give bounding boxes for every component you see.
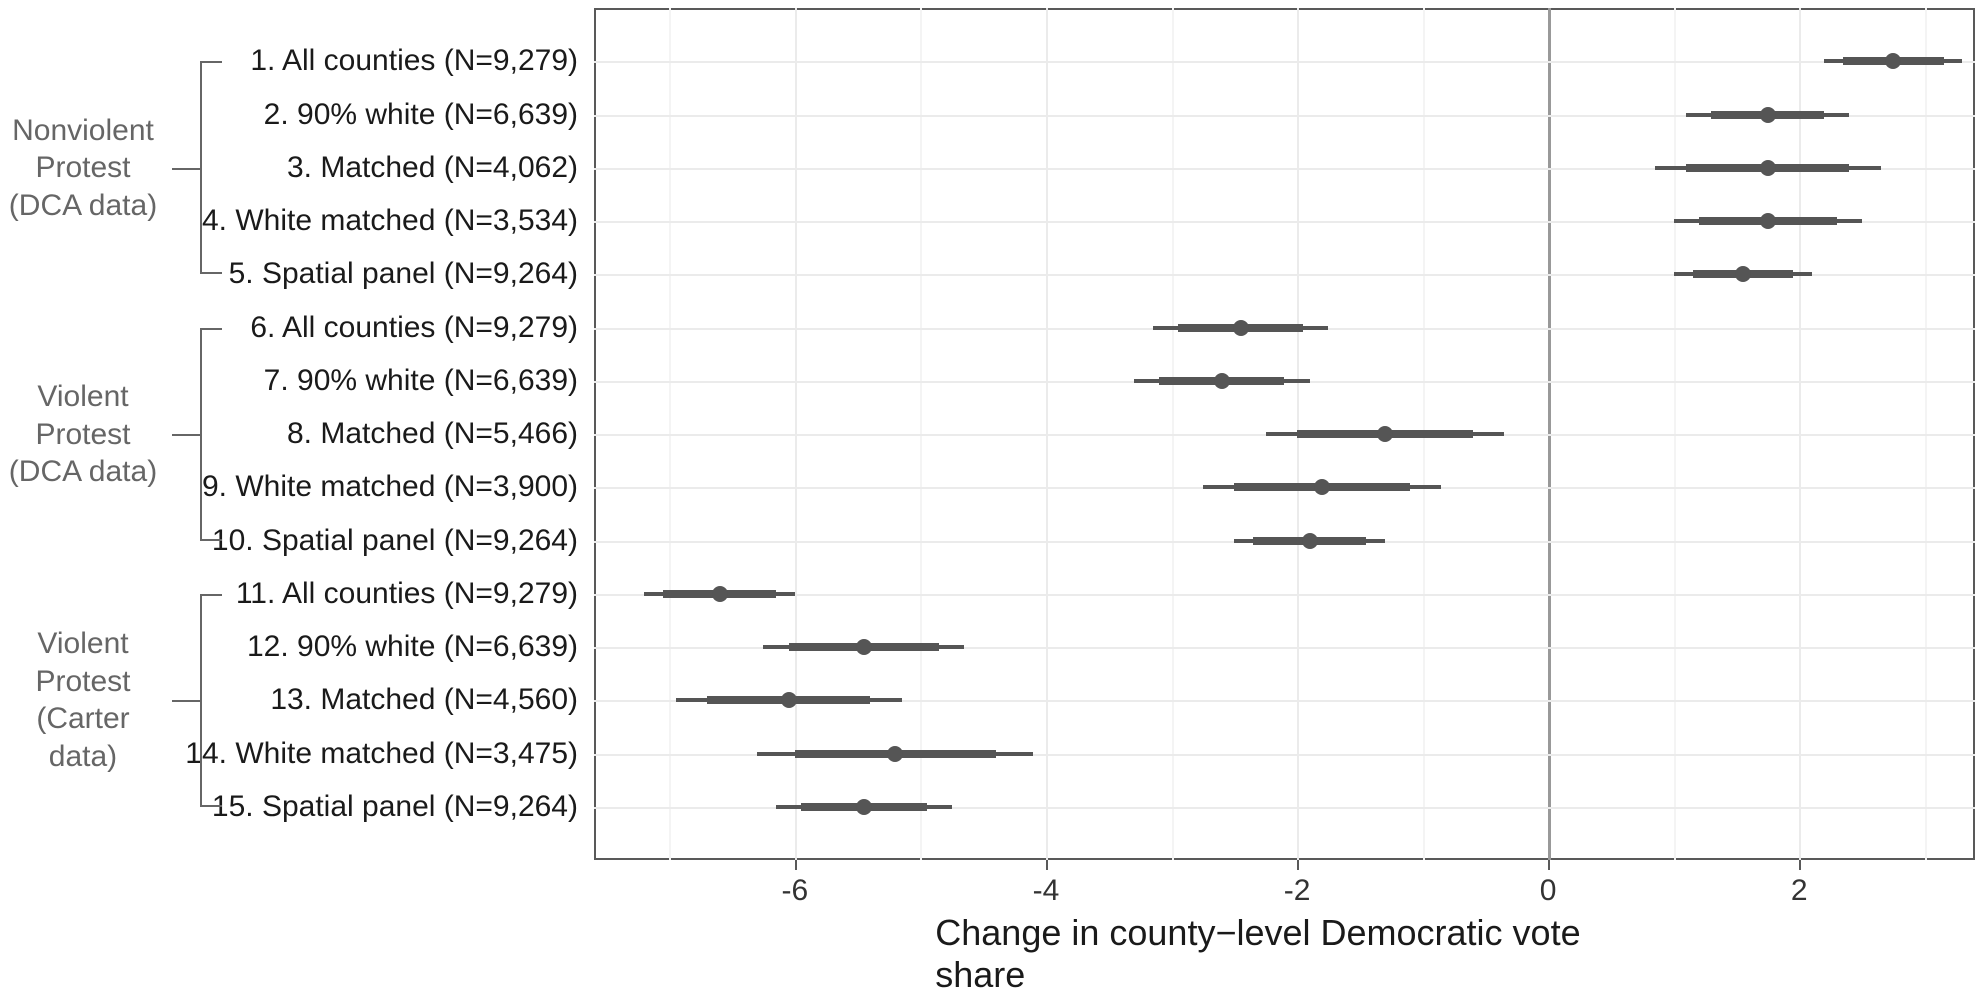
point-estimate [1760, 160, 1776, 176]
group-bracket [200, 328, 222, 541]
point-estimate [712, 586, 728, 602]
row-label: 13. Matched (N=4,560) [270, 683, 578, 717]
x-tick-mark [795, 860, 797, 870]
row-label: 11. All counties (N=9,279) [236, 577, 578, 611]
row-label: 10. Spatial panel (N=9,264) [212, 524, 578, 558]
group-label-line: Violent Protest [0, 378, 166, 453]
forest-plot: -6-4-202Change in county−level Democrati… [0, 0, 1983, 964]
group-label: Nonviolent Protest(DCA data) [0, 112, 166, 225]
gridline-row [594, 594, 1975, 596]
point-estimate [1760, 213, 1776, 229]
row-label: 15. Spatial panel (N=9,264) [212, 790, 578, 824]
gridline-row [594, 61, 1975, 63]
group-label: Violent Protest(Carter data) [0, 625, 166, 775]
group-label-line: (DCA data) [0, 187, 166, 225]
group-bracket [200, 594, 222, 807]
point-estimate [856, 639, 872, 655]
point-estimate [856, 799, 872, 815]
group-bracket [200, 61, 222, 274]
point-estimate [887, 746, 903, 762]
group-bracket-stem [172, 434, 200, 436]
point-estimate [1885, 53, 1901, 69]
row-label: 1. All counties (N=9,279) [250, 44, 578, 78]
row-label: 7. 90% white (N=6,639) [264, 364, 578, 398]
point-estimate [1377, 426, 1393, 442]
x-tick-mark [1548, 860, 1550, 870]
x-axis-title: Change in county−level Democratic vote s… [935, 912, 1634, 996]
x-tick-label: 0 [1540, 874, 1557, 908]
point-estimate [781, 692, 797, 708]
row-label: 2. 90% white (N=6,639) [264, 98, 578, 132]
x-tick-label: -6 [782, 874, 809, 908]
x-tick-label: -4 [1033, 874, 1060, 908]
point-estimate [1314, 479, 1330, 495]
point-estimate [1760, 107, 1776, 123]
group-label: Violent Protest(DCA data) [0, 378, 166, 491]
group-label-line: (DCA data) [0, 453, 166, 491]
point-estimate [1233, 320, 1249, 336]
row-label: 9. White matched (N=3,900) [202, 470, 578, 504]
group-label-line: (Carter data) [0, 700, 166, 775]
group-label-line: Violent Protest [0, 625, 166, 700]
row-label: 14. White matched (N=3,475) [185, 737, 578, 771]
point-estimate [1302, 533, 1318, 549]
row-label: 6. All counties (N=9,279) [250, 311, 578, 345]
row-label: 12. 90% white (N=6,639) [247, 630, 578, 664]
group-label-line: Nonviolent Protest [0, 112, 166, 187]
row-label: 5. Spatial panel (N=9,264) [229, 257, 578, 291]
group-bracket-stem [172, 700, 200, 702]
row-label: 4. White matched (N=3,534) [202, 204, 578, 238]
x-tick-label: -2 [1284, 874, 1311, 908]
point-estimate [1214, 373, 1230, 389]
point-estimate [1735, 266, 1751, 282]
row-label: 3. Matched (N=4,062) [287, 151, 578, 185]
x-tick-mark [1046, 860, 1048, 870]
x-tick-label: 2 [1791, 874, 1808, 908]
x-tick-mark [1297, 860, 1299, 870]
group-bracket-stem [172, 168, 200, 170]
x-tick-mark [1799, 860, 1801, 870]
row-label: 8. Matched (N=5,466) [287, 417, 578, 451]
